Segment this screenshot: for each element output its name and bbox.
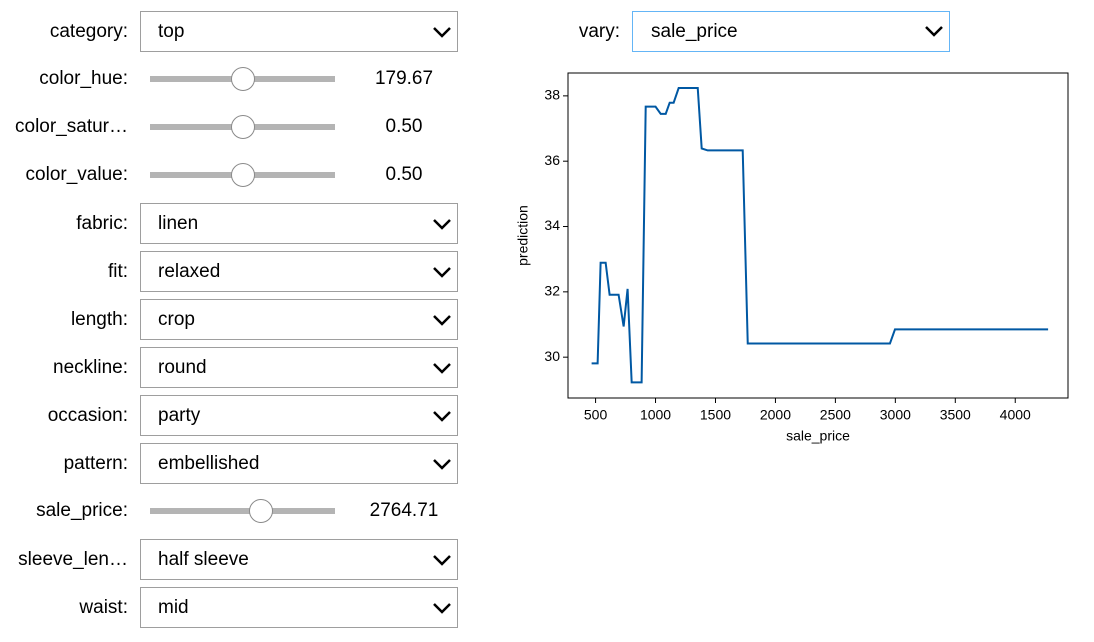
x-tick-label: 2000 <box>760 407 791 423</box>
dropdown[interactable] <box>140 347 458 388</box>
control-row: category: top <box>50 11 458 52</box>
series-line <box>591 87 1049 384</box>
control-label: waist: <box>78 597 128 618</box>
dropdown[interactable] <box>140 203 458 244</box>
control-label: sleeve_len… <box>18 549 128 570</box>
chevron <box>433 459 451 470</box>
control-row: color_value: 0.50 <box>26 163 423 187</box>
dropdown[interactable] <box>140 587 458 628</box>
dropdown[interactable] <box>140 299 458 340</box>
chevron <box>433 555 451 566</box>
control-row: fabric: linen <box>76 203 458 244</box>
slider-value: 179.67 <box>375 68 433 89</box>
dropdown-value: half sleeve <box>158 549 249 570</box>
dropdown[interactable] <box>140 395 458 436</box>
dropdown-value: crop <box>158 309 195 330</box>
slider-thumb[interactable] <box>249 499 273 523</box>
chevron <box>433 315 451 326</box>
control-row: sale_price: 2764.71 <box>36 499 439 523</box>
control-row: occasion: party <box>48 395 458 436</box>
dropdown-value: top <box>158 21 184 42</box>
slider-thumb[interactable] <box>231 163 255 187</box>
chevron <box>433 27 451 38</box>
control-row: neckline: round <box>53 347 458 388</box>
x-tick-label: 4000 <box>1000 407 1031 423</box>
control-row: waist: mid <box>78 587 458 628</box>
control-label: color_hue: <box>39 68 128 89</box>
control-row: color_satur… 0.50 <box>15 115 423 139</box>
x-tick-label: 500 <box>584 407 608 423</box>
control-label: occasion: <box>48 405 128 426</box>
dropdown-value: embellished <box>158 453 259 474</box>
control-label: neckline: <box>53 357 128 378</box>
chevron <box>433 267 451 278</box>
control-row: sleeve_len… half sleeve <box>18 539 458 580</box>
y-tick-label: 34 <box>544 217 560 233</box>
y-axis-label: prediction <box>515 205 531 266</box>
slider-thumb[interactable] <box>231 115 255 139</box>
control-label: fit: <box>108 261 128 282</box>
vary-label: vary: <box>579 21 620 42</box>
vary-dropdown[interactable] <box>632 11 950 52</box>
control-label: sale_price: <box>36 500 128 521</box>
dropdown-value: party <box>158 405 201 426</box>
x-tick-label: 1500 <box>700 407 731 423</box>
chevron <box>433 219 451 230</box>
control-label: fabric: <box>76 213 128 234</box>
dropdown[interactable] <box>140 443 458 484</box>
control-label: color_satur… <box>15 116 128 137</box>
x-axis-label: sale_price <box>786 428 850 444</box>
control-label: pattern: <box>64 453 128 474</box>
chevron <box>433 363 451 374</box>
dropdown[interactable] <box>140 11 458 52</box>
slider-value: 0.50 <box>386 116 423 137</box>
dropdown-value: relaxed <box>158 261 220 282</box>
dropdown[interactable] <box>140 251 458 292</box>
slider-value: 2764.71 <box>370 500 439 521</box>
chart: 500 1000 1500 2000 2500 3000 3500 4000 30 32 34 36 3… <box>515 72 1069 444</box>
dropdown[interactable] <box>140 539 458 580</box>
control-row: pattern: embellished <box>64 443 458 484</box>
control-row: fit: relaxed <box>108 251 458 292</box>
slider-thumb[interactable] <box>231 67 255 91</box>
control-row: length: crop <box>71 299 458 340</box>
vary-control: vary: sale_price <box>579 11 950 52</box>
x-tick-label: 3500 <box>940 407 971 423</box>
chevron <box>433 411 451 422</box>
chevron <box>925 26 943 37</box>
plot-frame <box>567 72 1069 399</box>
slider-value: 0.50 <box>386 164 423 185</box>
chevron <box>433 603 451 614</box>
y-tick-label: 32 <box>544 283 560 299</box>
dropdown-value: linen <box>158 213 198 234</box>
y-tick-label: 38 <box>544 87 560 103</box>
control-label: length: <box>71 309 128 330</box>
dropdown-value: round <box>158 357 207 378</box>
control-label: color_value: <box>26 164 128 185</box>
control-row: color_hue: 179.67 <box>39 67 433 91</box>
dropdown-value: mid <box>158 597 189 618</box>
control-label: category: <box>50 21 128 42</box>
y-tick-label: 36 <box>544 152 560 168</box>
x-tick-label: 3000 <box>880 407 911 423</box>
y-tick-label: 30 <box>544 348 560 364</box>
vary-value: sale_price <box>651 21 738 42</box>
x-tick-label: 1000 <box>640 407 671 423</box>
x-tick-label: 2500 <box>820 407 851 423</box>
